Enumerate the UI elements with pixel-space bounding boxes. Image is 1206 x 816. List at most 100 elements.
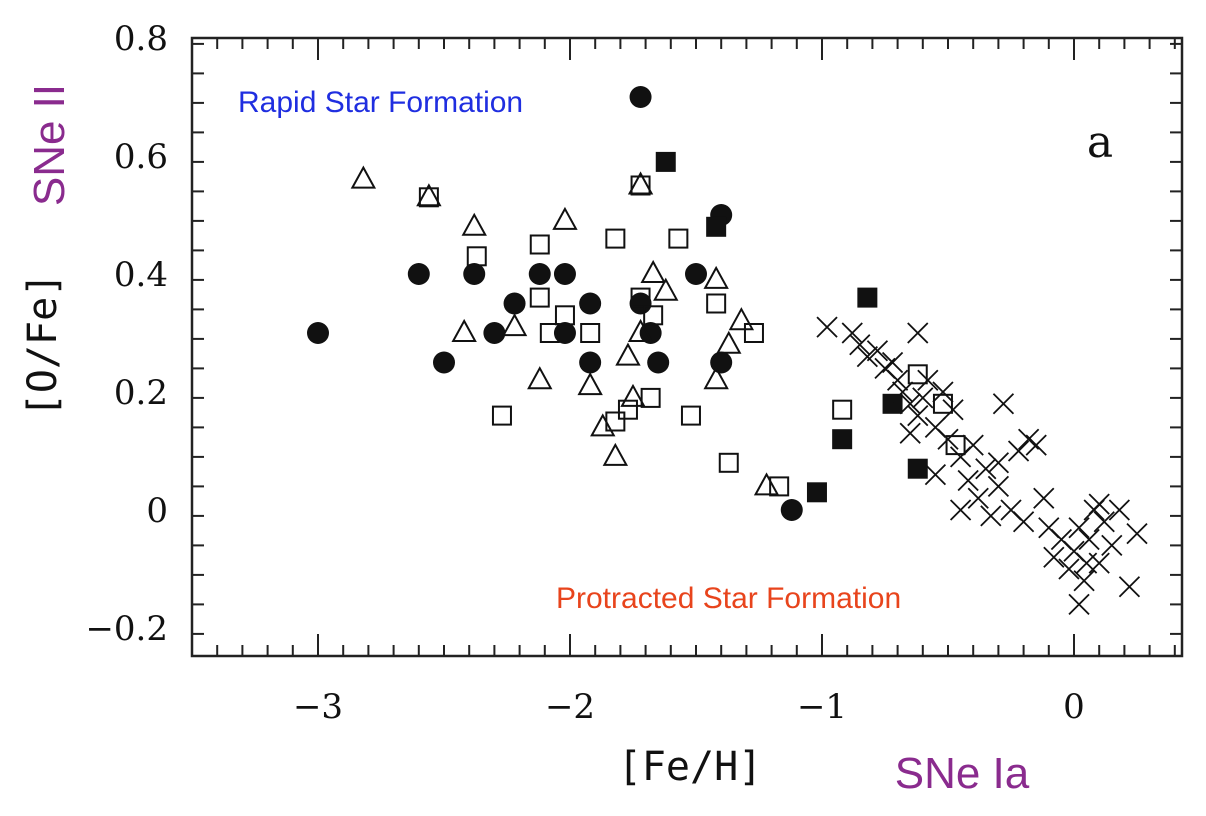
open-square-point [680, 405, 701, 426]
open-square-point [769, 476, 790, 497]
y-tick-label: 0.4 [114, 255, 168, 295]
open-triangle-point [350, 165, 377, 189]
x-tick-label: −1 [797, 687, 847, 727]
filled-square-point [806, 482, 827, 503]
filled-circle-point [307, 322, 329, 344]
open-square-point [580, 323, 601, 343]
cross-point [987, 452, 1010, 474]
cross-point [980, 505, 1002, 527]
filled-circle-point [407, 263, 430, 285]
open-square-point [706, 293, 727, 314]
filled-square-point [655, 151, 676, 172]
open-triangle-point [461, 212, 487, 236]
cross-point [1101, 534, 1123, 557]
data-points [307, 86, 1148, 616]
cross-point [1088, 493, 1110, 515]
open-triangle-point [577, 372, 603, 396]
x-tick-label: −2 [545, 687, 595, 727]
cross-point [1012, 511, 1035, 533]
open-square-point [617, 399, 638, 420]
filled-circle-point [710, 351, 733, 374]
cross-point [932, 381, 954, 403]
annotation-sne-ii: SNe II [25, 84, 74, 206]
cross-point [987, 475, 1010, 498]
open-triangle-point [753, 472, 780, 496]
filled-square-point [907, 458, 928, 479]
filled-square-point [857, 287, 878, 308]
filled-circle-point [780, 499, 803, 521]
cross-point [899, 393, 921, 415]
filled-circle-point [579, 351, 602, 374]
cross-point [866, 340, 889, 362]
open-square-point [630, 175, 651, 196]
y-tick-label: 0.6 [114, 137, 168, 177]
filled-circle-point [433, 351, 455, 374]
open-triangle-point [615, 342, 641, 366]
open-square-point [529, 234, 550, 255]
open-square-point [529, 287, 550, 308]
cross-point [942, 399, 964, 421]
open-triangle-point [501, 313, 528, 337]
x-tick-label: −3 [293, 687, 343, 727]
cross-point [949, 499, 972, 521]
cross-point [1058, 558, 1080, 580]
filled-circle-point [503, 292, 526, 315]
open-triangle-point [728, 307, 755, 331]
cross-point [1007, 440, 1030, 462]
filled-circle-point [629, 86, 652, 108]
annotation-sne-ia: SNe Ia [895, 749, 1030, 798]
cross-point [1068, 517, 1090, 539]
open-square-point [932, 393, 953, 414]
open-square-point [945, 435, 966, 456]
open-square-point [718, 452, 739, 473]
cross-point [1078, 528, 1100, 551]
open-square-point [630, 287, 651, 308]
cross-point [1043, 546, 1065, 568]
open-triangle-point [451, 318, 477, 342]
cross-point [1068, 593, 1090, 616]
open-square-point [605, 411, 626, 432]
plot-frame [190, 36, 1184, 658]
open-triangle-point [620, 383, 646, 407]
cross-point [1025, 434, 1047, 456]
open-triangle-point [527, 366, 553, 390]
open-square-point [907, 364, 928, 385]
open-square-point [539, 323, 560, 343]
open-square-point [743, 323, 764, 343]
cross-point [886, 369, 909, 391]
cross-point [1093, 511, 1115, 533]
cross-point [907, 404, 929, 427]
open-square-point [491, 405, 512, 426]
annotation-protracted: Protracted Star Formation [556, 582, 901, 615]
annotation-rapid: Rapid Star Formation [238, 86, 523, 119]
cross-point [1033, 487, 1055, 509]
filled-square-point [882, 393, 903, 414]
filled-square-point [832, 429, 853, 450]
open-triangle-point [703, 366, 729, 390]
x-axis-label: [Fe/H] [618, 744, 763, 790]
filled-circle-point [553, 263, 576, 285]
cross-point [924, 463, 947, 486]
open-square-point [605, 228, 626, 249]
open-triangle-point [627, 318, 654, 342]
cross-point [962, 434, 984, 456]
filled-square-point [706, 216, 727, 237]
open-triangle-point [653, 277, 679, 301]
cross-point [1073, 570, 1095, 592]
open-square-point [466, 246, 487, 267]
cross-point [917, 369, 939, 391]
open-triangle-point [640, 259, 666, 283]
cross-point [937, 428, 959, 450]
cross-point [992, 393, 1015, 415]
cross-point [816, 316, 838, 338]
open-square-point [668, 228, 689, 249]
y-axis-label: [O/Fe] [20, 273, 66, 418]
open-triangle-point [602, 442, 629, 466]
panel-label: a [1087, 117, 1113, 168]
filled-circle-point [483, 322, 506, 344]
cross-point [892, 381, 914, 403]
cross-point [975, 458, 997, 480]
open-square-point [640, 387, 661, 408]
y-tick-label: −0.2 [85, 609, 168, 649]
axis-ticks [192, 38, 1182, 656]
